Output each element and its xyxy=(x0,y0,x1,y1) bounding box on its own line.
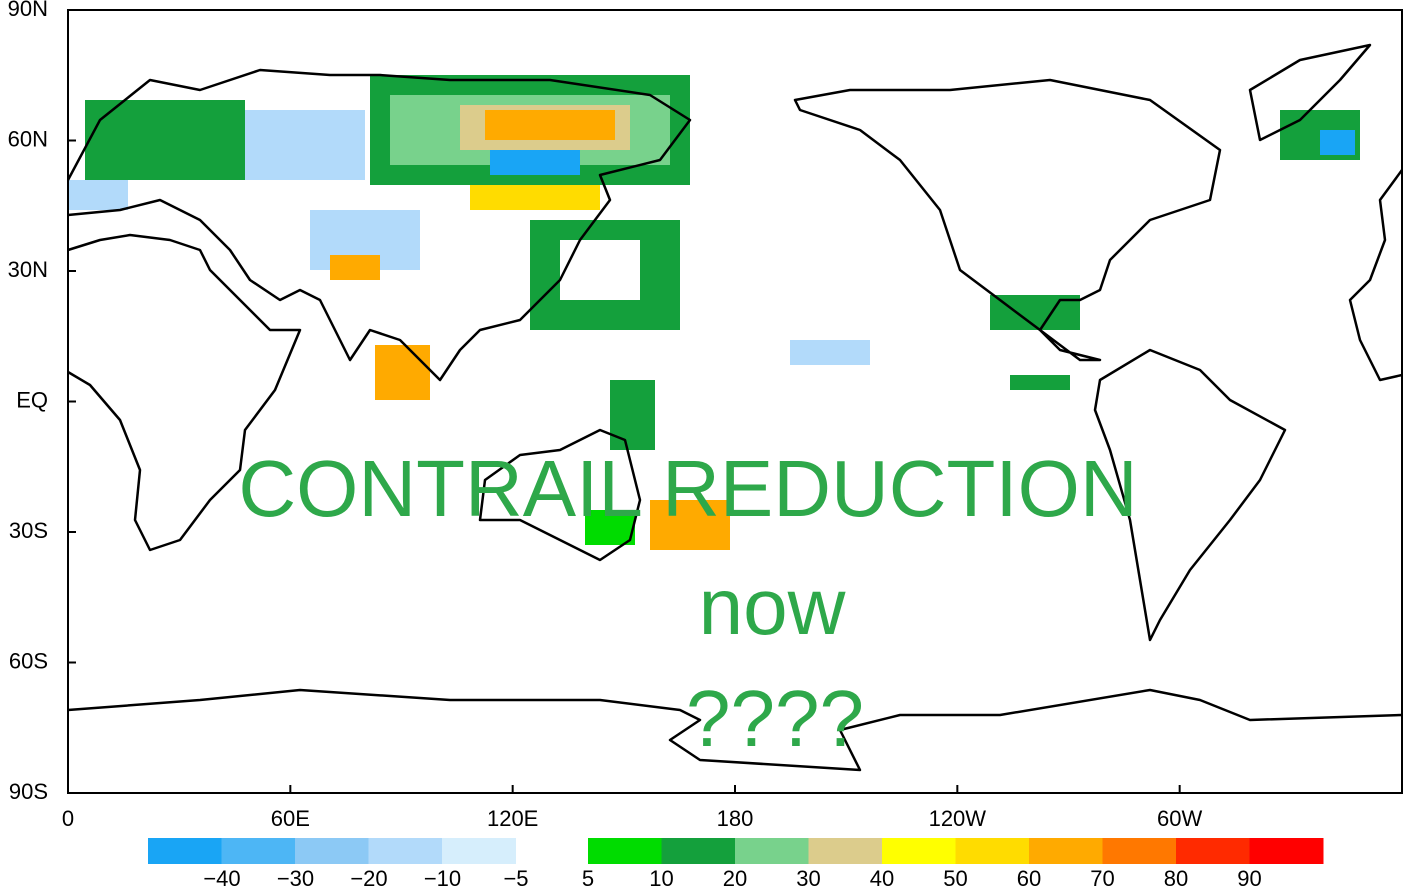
colorbar-label: 60 xyxy=(1017,866,1041,890)
colorbar-label: 90 xyxy=(1237,866,1261,890)
coast-antarctica xyxy=(67,688,1403,772)
cell-block xyxy=(585,510,635,545)
cell-block xyxy=(490,150,580,175)
cell-block xyxy=(485,110,615,140)
coast-australia xyxy=(478,428,642,562)
colorbar-swatch xyxy=(808,838,883,864)
lat-label: 30N xyxy=(8,257,48,282)
colorbar-label: 80 xyxy=(1164,866,1188,890)
colorbar-swatch xyxy=(1029,838,1103,864)
cell-block xyxy=(560,240,640,300)
lon-label: 180 xyxy=(717,806,754,831)
lat-label: 30S xyxy=(9,518,48,543)
lon-label: 60E xyxy=(271,806,310,831)
lat-label: 60N xyxy=(8,126,48,151)
overlay-line: CONTRAIL REDUCTION xyxy=(238,444,1137,533)
lat-label: 60S xyxy=(9,648,48,673)
cell-block xyxy=(85,100,245,180)
colorbar-swatch xyxy=(368,838,443,864)
cell-block xyxy=(610,380,655,450)
cell-block xyxy=(790,340,870,365)
lon-label: 120W xyxy=(929,806,987,831)
colorbar-swatch xyxy=(1102,838,1177,864)
colorbar-swatch xyxy=(882,838,956,864)
cell-block xyxy=(330,255,380,280)
colorbar-swatch xyxy=(148,838,222,864)
coast-africa xyxy=(67,233,302,552)
colorbar-label: 5 xyxy=(582,866,594,890)
overlay-line: ???? xyxy=(686,674,864,763)
colorbar-label: 10 xyxy=(649,866,673,890)
cell-block xyxy=(375,345,430,400)
colorbar-label: −20 xyxy=(350,866,387,890)
colorbar-swatch xyxy=(295,838,369,864)
colorbar-label: −30 xyxy=(277,866,314,890)
colorbar-swatch xyxy=(588,838,662,864)
colorbar-swatch xyxy=(442,838,516,864)
coast-north-america xyxy=(793,78,1222,362)
lon-label: 0 xyxy=(62,806,74,831)
colorbar-label: 20 xyxy=(723,866,747,890)
coast-greenland xyxy=(1248,43,1372,142)
colorbar-label: −5 xyxy=(503,866,528,890)
colorbar-label: 30 xyxy=(796,866,820,890)
coast-eurasia xyxy=(66,68,692,382)
colorbar-swatch xyxy=(735,838,809,864)
cell-block xyxy=(1320,130,1355,155)
cell-block xyxy=(1010,375,1070,390)
lat-label: 90S xyxy=(9,779,48,804)
colorbar-label: 50 xyxy=(943,866,967,890)
colorbar-label: 40 xyxy=(870,866,894,890)
overlay-text: CONTRAIL REDUCTION now???? xyxy=(238,444,1137,763)
colorbar-swatch xyxy=(1176,838,1250,864)
colorbar-label: −40 xyxy=(203,866,240,890)
lon-label: 120E xyxy=(487,806,538,831)
cell-block xyxy=(470,185,600,210)
overlay-line: now xyxy=(699,562,846,651)
cell-block xyxy=(245,110,365,180)
colorbar-label: −10 xyxy=(424,866,461,890)
cell-block xyxy=(68,180,128,210)
cell-block xyxy=(650,500,730,550)
coast-iberia-africa xyxy=(1348,169,1404,382)
coastlines xyxy=(66,43,1404,772)
colorbar-swatch xyxy=(221,838,296,864)
lon-label: 60W xyxy=(1157,806,1202,831)
coast-south-america xyxy=(1093,348,1287,642)
lat-label: EQ xyxy=(16,387,48,412)
colorbar-swatch xyxy=(955,838,1030,864)
lat-label: 90N xyxy=(8,0,48,21)
colorbar-swatch xyxy=(661,838,736,864)
colorbar-label: 70 xyxy=(1090,866,1114,890)
colorbar-swatch xyxy=(1249,838,1324,864)
